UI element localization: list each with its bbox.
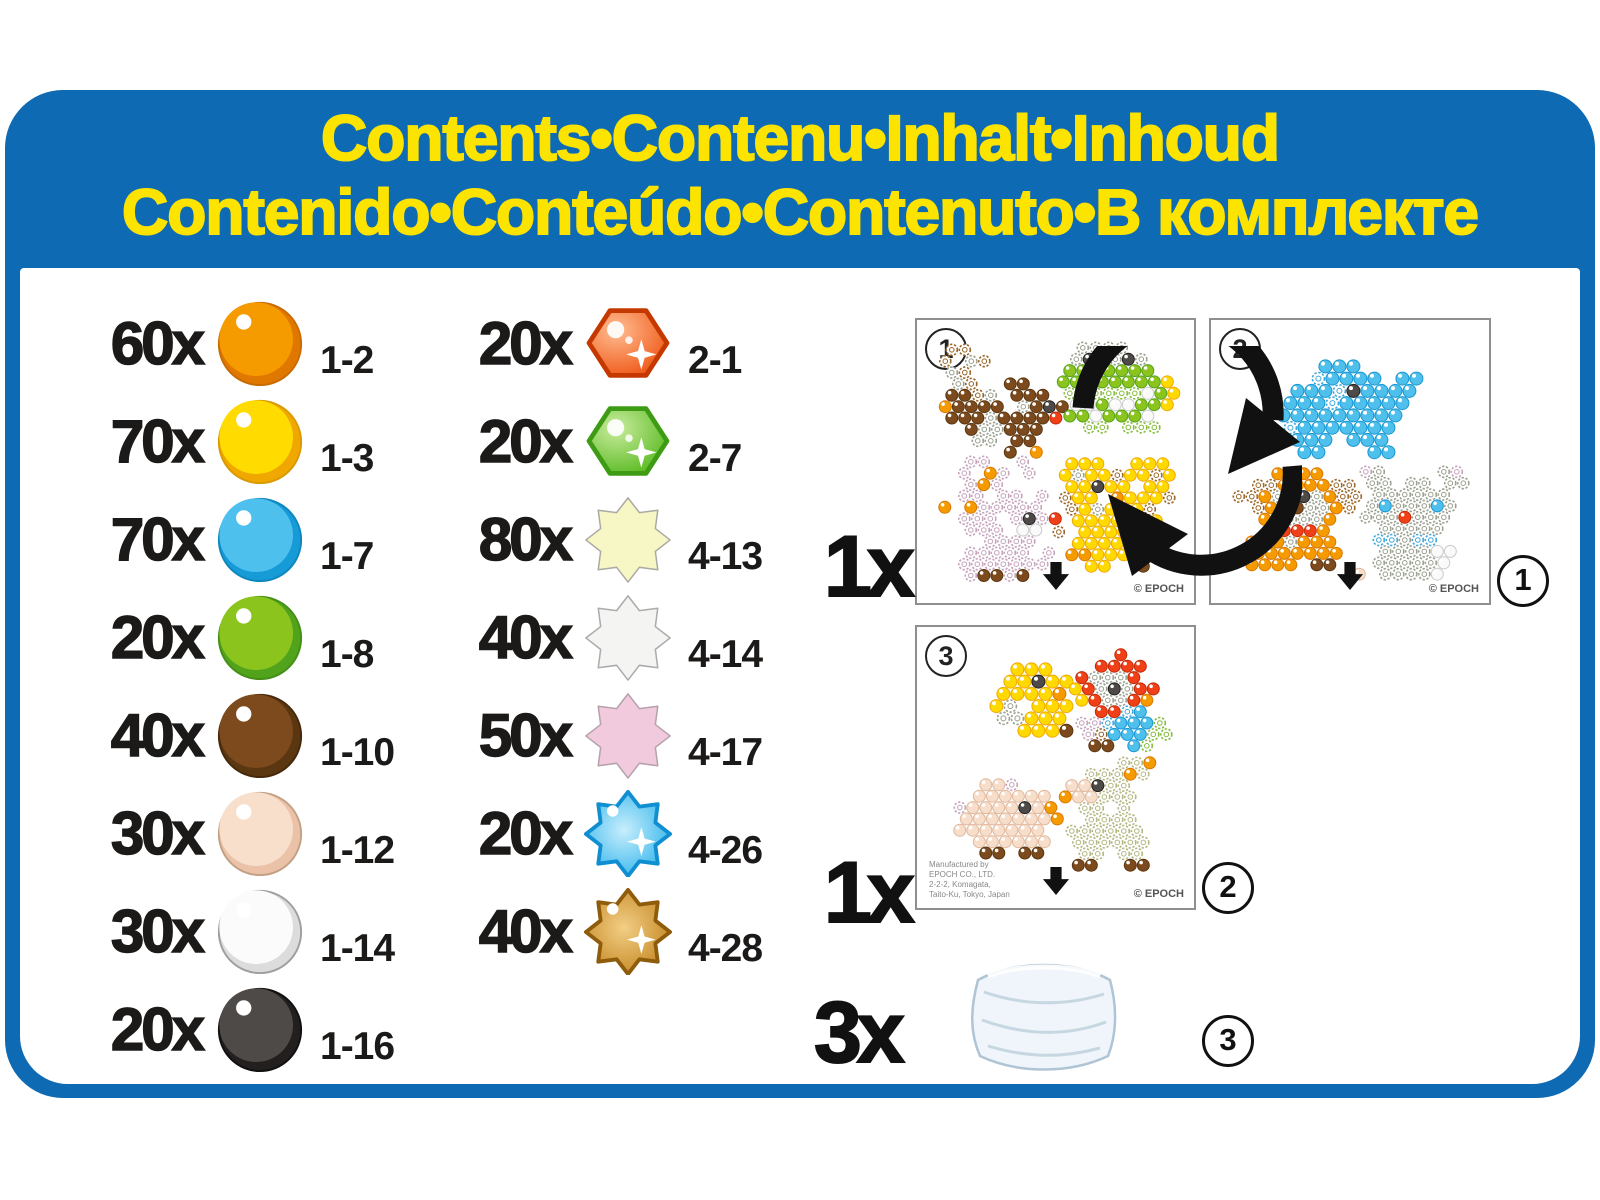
bead-count: 20x xyxy=(478,309,574,378)
squirrel-bead-pattern xyxy=(931,342,1074,474)
orange-jewel-hexagon-row: 20x 2-1 xyxy=(420,297,762,389)
bead-count: 70x xyxy=(110,407,206,476)
header-line-2: Contenido•Conteúdo•Contenuto•В комплекте xyxy=(121,175,1480,249)
bead-count: 40x xyxy=(110,701,206,770)
bead-list-special: 20x 2-1 20x 2-7 80x 4-13 40x 4-14 50x xyxy=(420,297,763,977)
green-bead-row: 20x 1-8 xyxy=(52,591,394,683)
quantity-label-2: 1x xyxy=(823,845,916,941)
bead-list-standard: 60x 1-2 70x 1-3 70x 1-7 20x 1-8 40x xyxy=(52,297,395,1075)
bead-code: 1-7 xyxy=(320,535,374,578)
brown-bead-row: 40x 1-10 xyxy=(52,689,395,781)
item-marker-2: 2 xyxy=(1202,862,1254,914)
duck-bead-pattern xyxy=(981,661,1107,754)
pig-bead-pattern xyxy=(939,777,1082,875)
template-sheet-1: 1© EPOCH xyxy=(915,318,1196,605)
orange-bead-icon xyxy=(216,299,304,387)
bead-code: 1-16 xyxy=(320,1025,395,1068)
bead-code: 1-12 xyxy=(320,829,395,872)
pink-star-bead-icon xyxy=(584,691,672,779)
blue-bead-row: 70x 1-7 xyxy=(52,493,394,585)
swap-arrows-icon xyxy=(1072,346,1302,576)
bead-count: 40x xyxy=(478,603,574,672)
orange-jewel-hexagon-icon xyxy=(584,299,672,387)
white-bead-icon xyxy=(216,887,304,975)
blue-jewel-star-icon xyxy=(584,789,672,877)
bead-code: 1-3 xyxy=(320,437,374,480)
bead-count: 60x xyxy=(110,309,206,378)
blue-bead-icon xyxy=(216,495,304,583)
down-arrow-icon xyxy=(1042,867,1070,900)
white-star-bead-row: 40x 4-14 xyxy=(420,591,763,683)
white-bead-row: 30x 1-14 xyxy=(52,885,395,977)
green-bead-icon xyxy=(216,593,304,681)
cat-bead-pattern xyxy=(1345,464,1488,596)
bead-code: 4-28 xyxy=(688,927,763,970)
bead-tray-icon xyxy=(970,963,1117,1071)
epoch-copyright: © EPOCH xyxy=(1428,583,1479,595)
bead-count: 50x xyxy=(478,701,574,770)
bead-code: 4-13 xyxy=(688,535,763,578)
bead-count: 20x xyxy=(478,799,574,868)
quantity-label-3: 3x xyxy=(813,985,906,1081)
item-marker-3: 3 xyxy=(1202,1015,1254,1067)
yellow-bead-icon xyxy=(216,397,304,485)
sheet-number-badge: 3 xyxy=(925,635,967,677)
goat-bead-pattern xyxy=(1051,755,1194,887)
bead-count: 20x xyxy=(110,603,206,672)
gold-jewel-star-row: 40x 4-28 xyxy=(420,885,763,977)
bead-code: 2-1 xyxy=(688,339,742,382)
pink-star-bead-row: 50x 4-17 xyxy=(420,689,763,781)
peach-bead-row: 30x 1-12 xyxy=(52,787,395,879)
bead-count: 30x xyxy=(110,897,206,966)
quantity-label-1: 1x xyxy=(823,519,916,615)
bead-count: 20x xyxy=(478,407,574,476)
cream-star-bead-row: 80x 4-13 xyxy=(420,493,763,585)
bead-code: 2-7 xyxy=(688,437,742,480)
down-arrow-icon xyxy=(1336,562,1364,595)
bead-count: 20x xyxy=(110,995,206,1064)
manufacturer-text: Manufactured by EPOCH CO., LTD. 2-2-2, Kom… xyxy=(929,860,1010,899)
white-star-bead-icon xyxy=(584,593,672,681)
parrot-bead-pattern xyxy=(1061,647,1191,768)
epoch-copyright: © EPOCH xyxy=(1133,888,1184,900)
gold-jewel-star-icon xyxy=(584,887,672,975)
brown-bead-icon xyxy=(216,691,304,779)
bead-code: 4-26 xyxy=(688,829,763,872)
bead-code: 4-14 xyxy=(688,633,763,676)
blue-jewel-star-row: 20x 4-26 xyxy=(420,787,763,879)
bead-count: 30x xyxy=(110,799,206,868)
bead-code: 1-14 xyxy=(320,927,395,970)
template-sheet-3: 3 © EPOCH Manufactured by EPOCH CO., LTD. 2-… xyxy=(915,625,1196,910)
rabbit-bead-pattern xyxy=(937,454,1080,598)
bead-code: 4-17 xyxy=(688,731,763,774)
down-arrow-icon xyxy=(1042,562,1070,595)
bead-code: 1-8 xyxy=(320,633,374,676)
bead-code: 1-2 xyxy=(320,339,374,382)
bead-count: 80x xyxy=(478,505,574,574)
item-marker-1: 1 xyxy=(1497,555,1549,607)
bead-count: 70x xyxy=(110,505,206,574)
epoch-copyright: © EPOCH xyxy=(1133,583,1184,595)
bead-code: 1-10 xyxy=(320,731,395,774)
black-bead-row: 20x 1-16 xyxy=(52,983,395,1075)
cream-star-bead-icon xyxy=(584,495,672,583)
bead-count: 40x xyxy=(478,897,574,966)
peach-bead-icon xyxy=(216,789,304,877)
black-bead-icon xyxy=(216,985,304,1073)
orange-bead-row: 60x 1-2 xyxy=(52,297,394,389)
green-jewel-hexagon-row: 20x 2-7 xyxy=(420,395,762,487)
yellow-bead-row: 70x 1-3 xyxy=(52,395,394,487)
header-line-1: Contents•Contenu•Inhalt•Inhoud xyxy=(320,101,1281,175)
green-jewel-hexagon-icon xyxy=(584,397,672,485)
